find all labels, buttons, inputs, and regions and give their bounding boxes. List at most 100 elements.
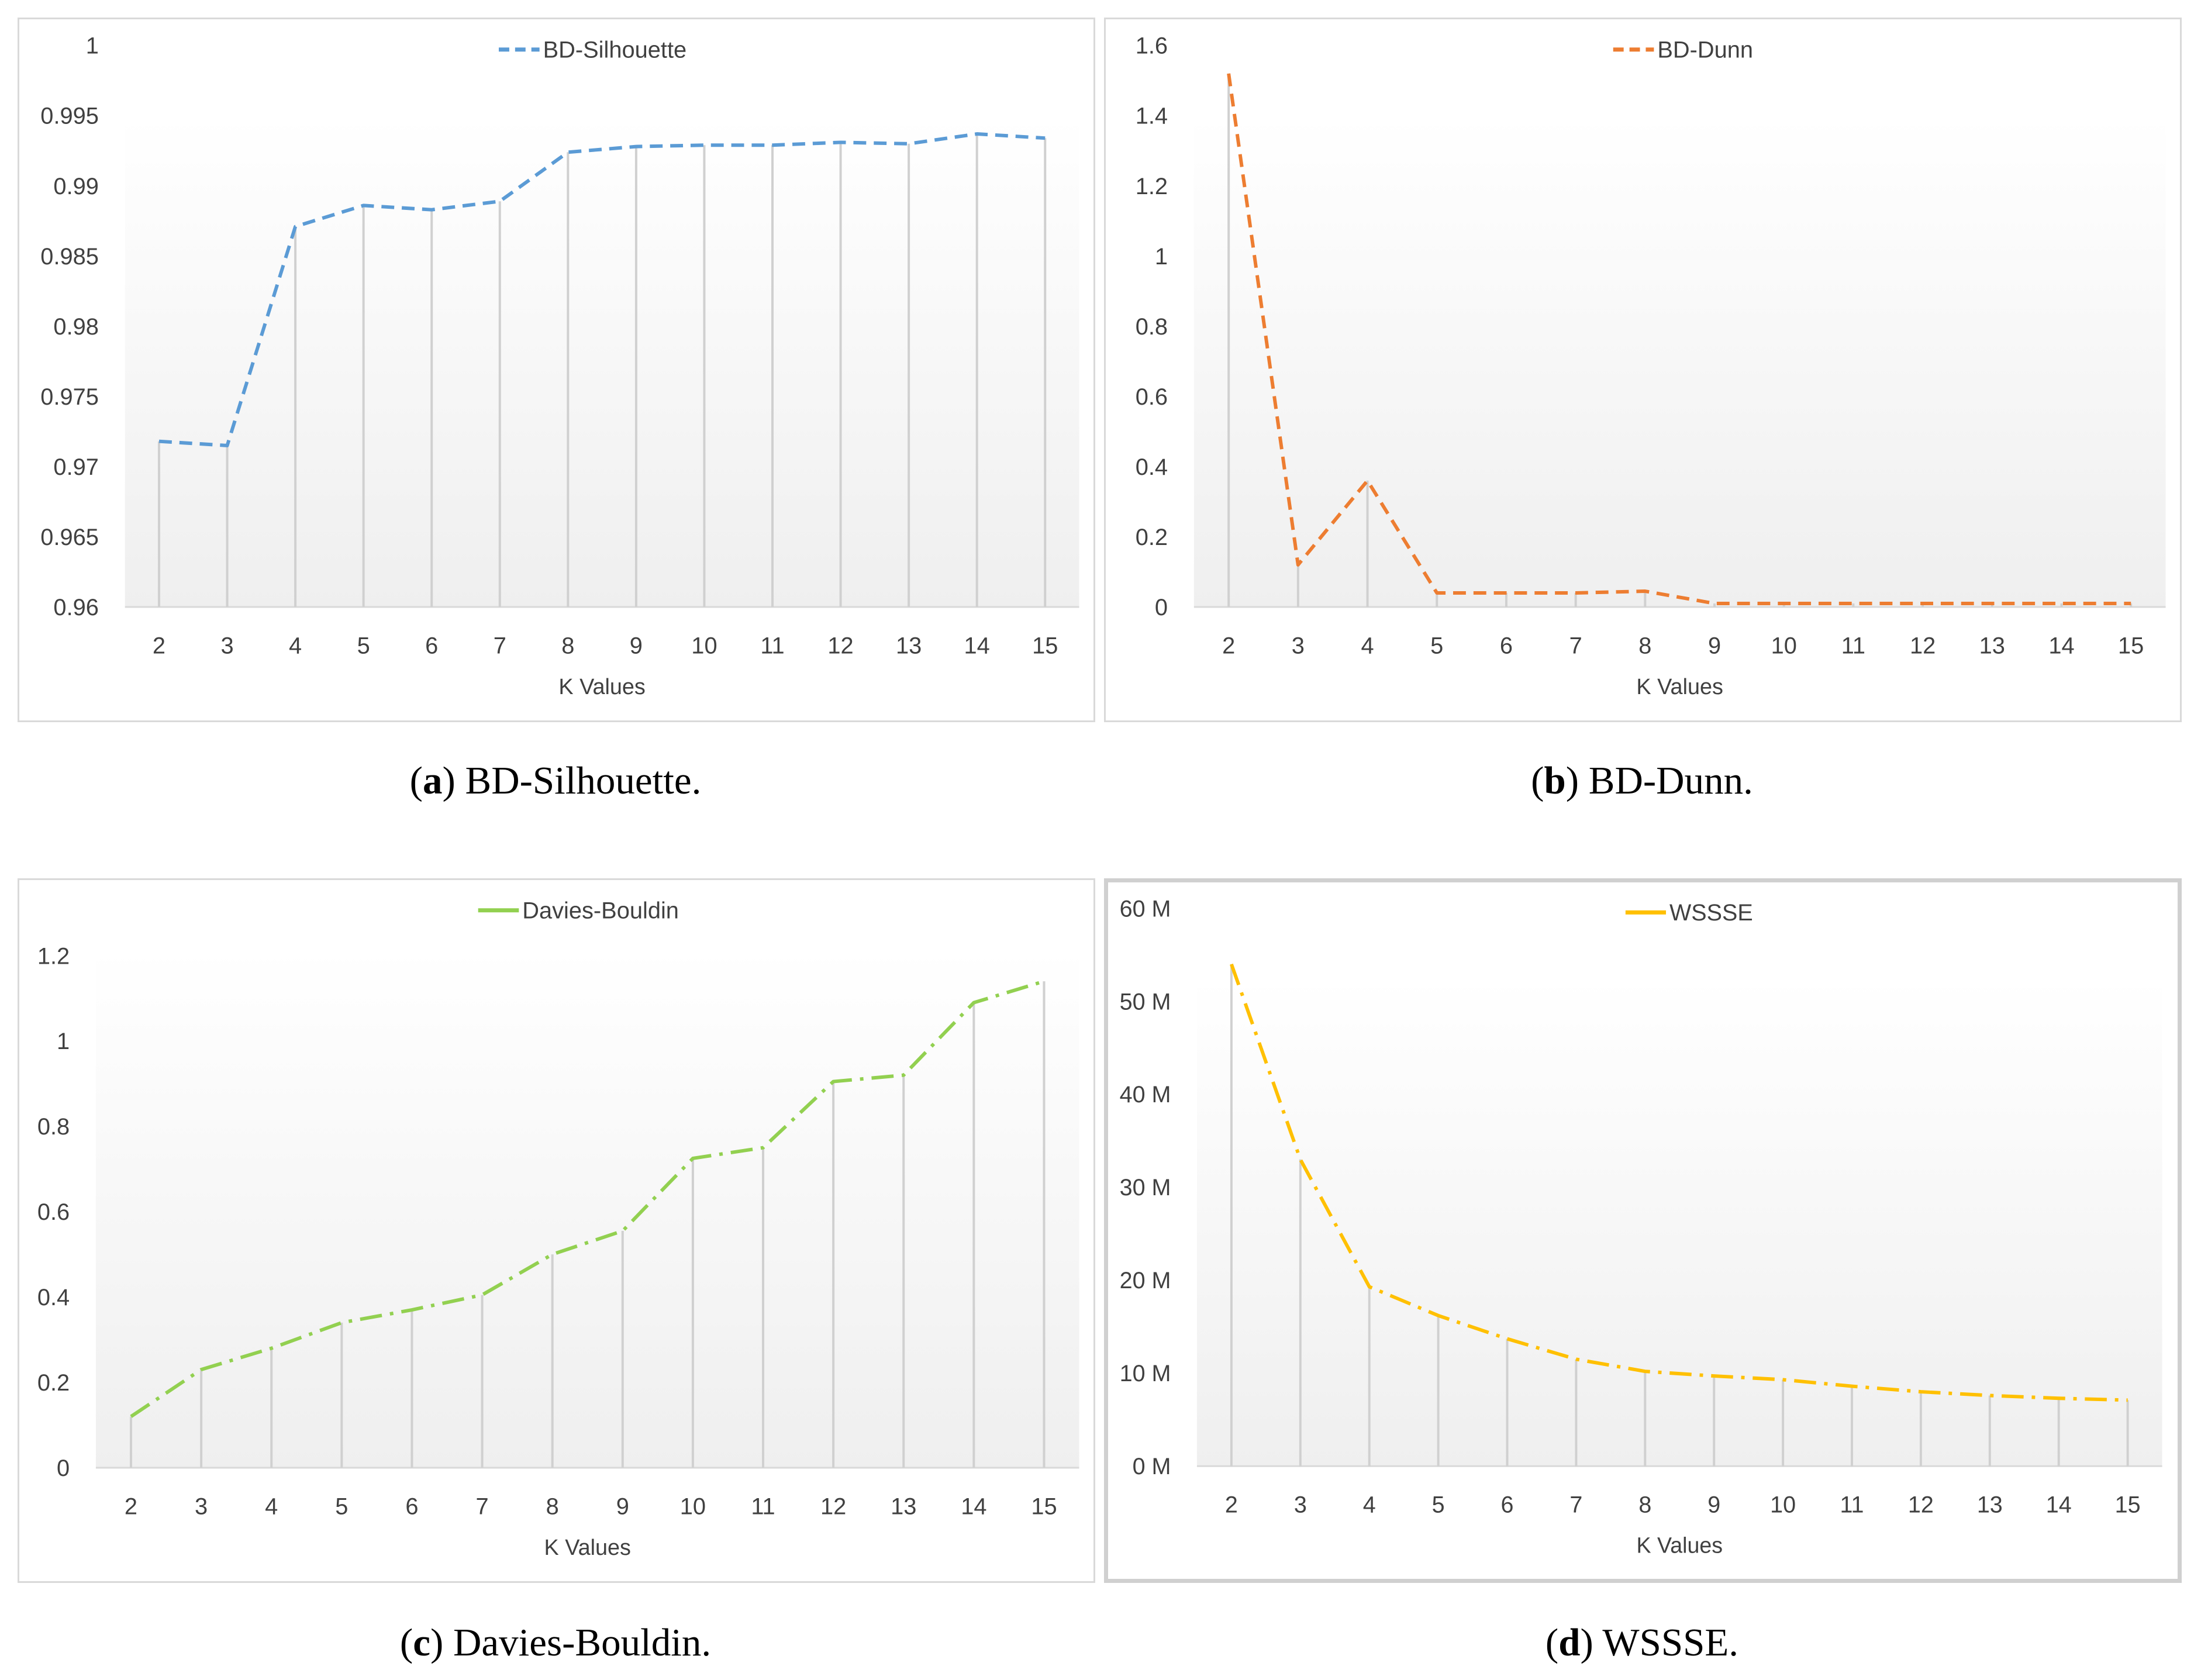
x-tick-label: 6 [405,1494,418,1520]
x-tick-label: 15 [2118,633,2144,659]
data-point-k-6 [410,1308,413,1312]
data-point-k-5 [340,1321,343,1324]
data-point-k-12 [839,140,843,144]
x-tick-label: 15 [1031,1494,1057,1520]
x-tick-label: 9 [1708,633,1721,659]
data-point-k-4 [294,225,297,228]
data-point-k-12 [1921,602,1924,605]
x-tick-label: 5 [335,1494,348,1520]
chart-davies-bouldin: 0 0.2 0.4 0.6 0.8 1 1.2 2 3 4 5 6 7 8 9 10 11 12 13 14 15 K V… [37,898,1079,1560]
y-tick-label: 0.965 [40,525,99,550]
x-tick-label: 14 [961,1494,986,1520]
x-tick-label: 13 [891,1494,916,1520]
x-axis-title: K Values [544,1536,630,1560]
x-tick-label: 9 [616,1494,629,1520]
y-tick-label: 0.4 [1136,454,1168,480]
data-point-k-12 [1919,1390,1923,1393]
caption-davies-bouldin: (c) Davies-Bouldin. [399,1621,712,1664]
data-point-k-8 [1643,589,1647,593]
y-tick-label: 0.6 [1136,384,1168,410]
x-tick-label: 3 [195,1494,208,1520]
x-axis-title: K Values [1637,1533,1723,1558]
x-tick-label: 2 [125,1494,137,1520]
legend-label: BD-Silhouette [543,37,687,63]
x-tick-label: 4 [1363,1492,1376,1517]
plot-area-background [125,115,1079,607]
data-point-k-9 [1713,602,1716,605]
x-tick-label: 14 [2048,633,2074,659]
x-axis-title: K Values [558,675,645,699]
x-tick-label: 3 [1294,1492,1307,1517]
data-point-k-15 [1043,136,1047,140]
data-point-k-7 [1574,1357,1578,1361]
x-tick-label: 11 [1841,633,1865,659]
y-tick-label: 0.975 [40,384,99,410]
x-tick-label: 10 [1771,633,1797,659]
data-point-k-2 [1230,963,1233,966]
data-point-k-8 [566,150,570,154]
x-tick-label: 14 [2046,1492,2072,1517]
y-tick-label: 1.4 [1136,104,1168,129]
x-tick-label: 13 [896,633,922,659]
data-point-k-6 [1505,591,1508,595]
y-tick-label: 0.995 [40,104,99,129]
data-point-k-3 [199,1368,203,1371]
x-tick-label: 15 [2115,1492,2141,1517]
x-tick-label: 8 [1638,633,1651,659]
x-tick-label: 8 [1638,1492,1651,1517]
data-point-k-9 [621,1229,625,1233]
x-tick-label: 11 [1840,1492,1864,1517]
x-tick-label: 12 [1908,1492,1934,1517]
data-point-k-15 [2129,602,2133,605]
x-tick-label: 11 [760,633,784,659]
x-tick-label: 3 [1292,633,1305,659]
y-tick-label: 10 M [1120,1361,1171,1386]
x-tick-label: 8 [561,633,574,659]
x-tick-label: 6 [425,633,438,659]
x-tick-label: 15 [1032,633,1058,659]
data-point-k-9 [1712,1374,1716,1378]
chart-dunn: 0 0.2 0.4 0.6 0.8 1 1.2 1.4 1.6 2 3 4 5 6 7 8 9 10 11 12 13 1… [1136,33,2166,699]
y-tick-label: 60 M [1120,896,1171,922]
x-tick-label: 10 [691,633,717,659]
data-point-k-10 [702,143,706,147]
x-tick-label: 7 [1569,1492,1582,1517]
caption-dunn: (b) BD-Dunn. [1531,759,1753,802]
x-tick-label: 12 [820,1494,846,1520]
data-point-k-7 [1574,591,1578,595]
caption-silhouette: (a) BD-Silhouette. [409,759,702,802]
data-point-k-5 [362,203,365,207]
data-point-k-13 [907,142,910,146]
data-point-k-14 [2060,602,2064,605]
y-tick-label: 0.98 [53,314,98,340]
data-point-k-8 [1643,1369,1647,1373]
chart-panel-davies-bouldin: 0 0.2 0.4 0.6 0.8 1 1.2 2 3 4 5 6 7 8 9 10 11 12 13 14 15 K V… [18,878,1095,1583]
x-tick-label: 11 [751,1494,775,1520]
plot-area-background [1196,978,2162,1467]
y-tick-label: 0.2 [1136,525,1168,550]
plot-area-background [1193,115,2166,607]
data-point-k-6 [1506,1337,1509,1341]
plot-area-background [95,950,1079,1468]
x-tick-label: 5 [1430,633,1443,659]
data-point-k-11 [1851,602,1855,605]
x-tick-label: 13 [1977,1492,2003,1517]
y-tick-label: 0.8 [1136,314,1168,340]
y-tick-label: 0 M [1133,1454,1171,1479]
y-tick-label: 0.8 [37,1114,70,1140]
data-point-k-14 [975,132,979,136]
y-tick-label: 20 M [1120,1268,1171,1293]
y-tick-label: 0.96 [53,595,98,620]
x-tick-label: 8 [546,1494,559,1520]
data-point-k-4 [1368,1285,1371,1288]
series-line-davies-bouldin [130,979,1045,1418]
y-tick-label: 1 [1155,244,1168,270]
legend-label: WSSSE [1669,900,1753,926]
y-tick-label: 30 M [1120,1175,1171,1201]
y-tick-label: 0.2 [37,1370,70,1396]
data-point-k-15 [1042,979,1046,983]
x-tick-label: 5 [1432,1492,1445,1517]
x-tick-label: 6 [1501,1492,1514,1517]
x-tick-label: 7 [494,633,506,659]
chart-panel-wssse: 0 M 10 M 20 M 30 M 40 M 50 M 60 M 2 3 4 5 6 7 8 9 10 11 1… [1104,878,2182,1583]
